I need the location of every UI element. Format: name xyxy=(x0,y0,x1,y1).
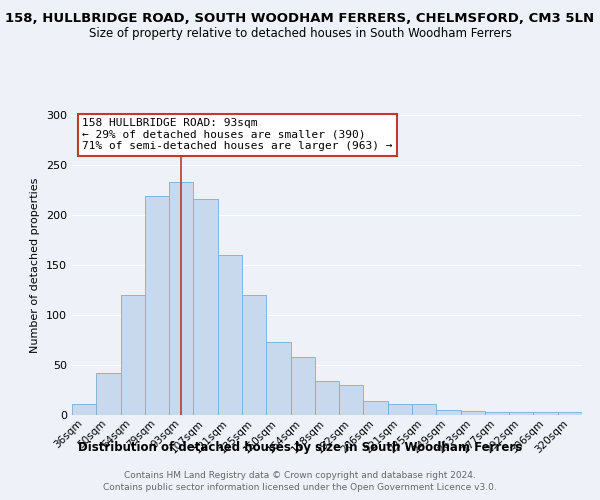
Bar xyxy=(485,412,509,415)
Y-axis label: Number of detached properties: Number of detached properties xyxy=(31,178,40,352)
Bar xyxy=(290,357,315,415)
Bar xyxy=(533,412,558,415)
Bar xyxy=(96,373,121,415)
Text: Contains public sector information licensed under the Open Government Licence v3: Contains public sector information licen… xyxy=(103,484,497,492)
Text: Contains HM Land Registry data © Crown copyright and database right 2024.: Contains HM Land Registry data © Crown c… xyxy=(124,471,476,480)
Bar xyxy=(266,342,290,415)
Bar xyxy=(412,404,436,415)
Bar xyxy=(145,196,169,415)
Bar xyxy=(436,410,461,415)
Bar xyxy=(242,295,266,415)
Bar xyxy=(461,411,485,415)
Text: Size of property relative to detached houses in South Woodham Ferrers: Size of property relative to detached ho… xyxy=(89,28,511,40)
Bar xyxy=(315,381,339,415)
Bar xyxy=(218,255,242,415)
Text: Distribution of detached houses by size in South Woodham Ferrers: Distribution of detached houses by size … xyxy=(78,441,522,454)
Bar xyxy=(169,182,193,415)
Text: 158 HULLBRIDGE ROAD: 93sqm
← 29% of detached houses are smaller (390)
71% of sem: 158 HULLBRIDGE ROAD: 93sqm ← 29% of deta… xyxy=(82,118,392,151)
Bar xyxy=(72,404,96,415)
Bar xyxy=(364,401,388,415)
Text: 158, HULLBRIDGE ROAD, SOUTH WOODHAM FERRERS, CHELMSFORD, CM3 5LN: 158, HULLBRIDGE ROAD, SOUTH WOODHAM FERR… xyxy=(5,12,595,26)
Bar xyxy=(509,412,533,415)
Bar xyxy=(339,385,364,415)
Bar xyxy=(558,412,582,415)
Bar xyxy=(193,199,218,415)
Bar xyxy=(121,295,145,415)
Bar xyxy=(388,404,412,415)
